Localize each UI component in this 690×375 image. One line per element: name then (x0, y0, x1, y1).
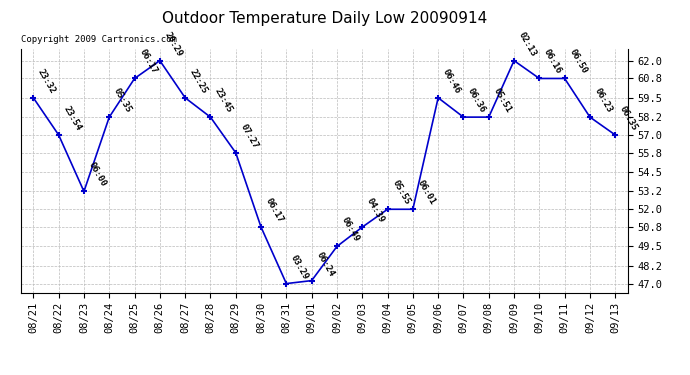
Text: 02:13: 02:13 (517, 30, 538, 58)
Text: 22:25: 22:25 (188, 67, 209, 95)
Text: 05:51: 05:51 (491, 87, 513, 114)
Text: 04:39: 04:39 (365, 196, 386, 224)
Text: 23:32: 23:32 (36, 67, 57, 95)
Text: 06:49: 06:49 (339, 216, 361, 244)
Text: 23:45: 23:45 (213, 87, 235, 114)
Text: 20:29: 20:29 (163, 30, 184, 58)
Text: 06:00: 06:00 (87, 161, 108, 189)
Text: 06:36: 06:36 (466, 87, 487, 114)
Text: 06:35: 06:35 (618, 104, 639, 132)
Text: 06:17: 06:17 (264, 196, 285, 224)
Text: Outdoor Temperature Daily Low 20090914: Outdoor Temperature Daily Low 20090914 (161, 11, 487, 26)
Text: 07:27: 07:27 (239, 122, 259, 150)
Text: 06:24: 06:24 (315, 250, 335, 278)
Text: 06:01: 06:01 (415, 179, 437, 207)
Text: 06:16: 06:16 (542, 48, 563, 76)
Text: 06:23: 06:23 (593, 87, 614, 114)
Text: 06:50: 06:50 (567, 48, 589, 76)
Text: 06:17: 06:17 (137, 48, 159, 76)
Text: 03:29: 03:29 (289, 253, 311, 281)
Text: 05:55: 05:55 (391, 179, 411, 207)
Text: 23:54: 23:54 (61, 104, 83, 132)
Text: Copyright 2009 Cartronics.com: Copyright 2009 Cartronics.com (21, 35, 177, 44)
Text: 05:35: 05:35 (112, 87, 133, 114)
Text: 06:46: 06:46 (441, 67, 462, 95)
